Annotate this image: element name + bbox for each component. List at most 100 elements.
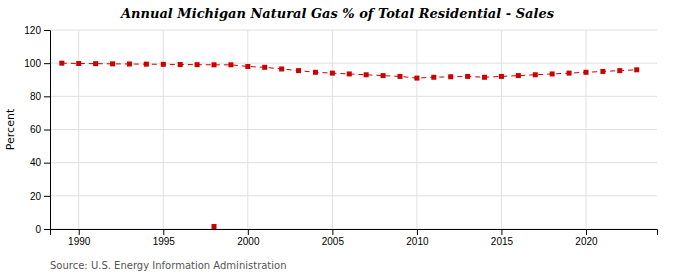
y-axis-tick-label: 20 <box>30 191 42 202</box>
x-axis-tick-mark <box>163 229 164 235</box>
point <box>127 61 132 66</box>
point <box>567 71 572 76</box>
x-axis-tick-label: 2010 <box>406 236 429 247</box>
y-axis-tick: 60 <box>30 124 50 135</box>
point <box>634 67 639 72</box>
x-axis-tick-mark <box>248 229 249 235</box>
series <box>59 61 639 81</box>
point <box>212 224 217 229</box>
y-axis-tick-mark <box>44 63 50 64</box>
y-axis-tick: 20 <box>30 191 50 202</box>
point <box>397 74 402 79</box>
grid-line-y <box>50 129 657 130</box>
point <box>533 72 538 77</box>
grid-line-x <box>78 30 79 229</box>
x-axis-line <box>51 230 658 236</box>
point <box>93 61 98 66</box>
x-axis-tick: 2010 <box>406 229 429 247</box>
y-axis-tick-label: 100 <box>24 58 41 69</box>
y-axis-tick: 40 <box>30 157 50 168</box>
grid-line-x <box>332 30 333 229</box>
point <box>178 62 183 67</box>
x-axis-tick-label: 2015 <box>491 236 514 247</box>
x-axis-tick-mark <box>501 229 502 235</box>
y-axis: 0 20 40 60 80 100 120 <box>24 25 50 235</box>
grid-line-x <box>247 30 248 229</box>
y-axis-tick: 0 <box>35 224 50 235</box>
y-axis-tick-mark <box>44 96 50 97</box>
x-axis-tick-label: 2020 <box>575 236 598 247</box>
grid-line-y <box>50 195 657 196</box>
y-axis-tick-label: 0 <box>35 224 41 235</box>
grid-line-x <box>585 30 586 229</box>
point <box>448 74 453 79</box>
x-axis-tick-mark <box>79 229 80 235</box>
point <box>499 74 504 79</box>
point <box>262 65 267 70</box>
point <box>76 61 81 66</box>
title: Annual Michigan Natural Gas % of Total R… <box>119 6 555 21</box>
marks <box>59 61 639 229</box>
x-axis: 1990 1995 2000 2005 2010 2015 2020 <box>51 229 658 247</box>
x-axis-tick: 1995 <box>153 229 176 247</box>
y-axis-tick-label: 80 <box>30 91 42 102</box>
point <box>296 68 301 73</box>
x-axis-tick: 1990 <box>68 229 91 247</box>
x-axis-tick-mark <box>417 229 418 235</box>
x-axis-tick-label: 2000 <box>237 236 260 247</box>
y-axis-tick-mark <box>44 130 50 131</box>
chart: 1990 1995 2000 2005 2010 2015 2020 0 20 40 60 80 100… <box>0 0 675 275</box>
y-axis-tick-label: 120 <box>24 25 41 36</box>
point <box>414 76 419 81</box>
grid-line-x <box>501 30 502 229</box>
y-axis-tick-label: 40 <box>30 157 42 168</box>
x-axis-tick: 2000 <box>237 229 260 247</box>
grid-line-y <box>50 63 657 64</box>
point <box>617 68 622 73</box>
point <box>245 64 250 69</box>
grid-line-x <box>416 30 417 229</box>
y-axis-tick: 120 <box>24 25 50 36</box>
y-axis-tick: 100 <box>24 58 50 69</box>
point <box>600 69 605 74</box>
y-axis-line <box>44 31 51 230</box>
x-axis-tick-label: 1995 <box>153 236 176 247</box>
grid-line-y <box>50 96 657 97</box>
point <box>431 75 436 80</box>
point <box>330 71 335 76</box>
point <box>144 62 149 67</box>
grid-line-y <box>50 30 657 31</box>
x-axis-tick-label: 1990 <box>68 236 91 247</box>
point <box>279 66 284 71</box>
point <box>482 75 487 80</box>
point <box>381 73 386 78</box>
point <box>516 73 521 78</box>
y-axis-tick-mark <box>44 163 50 164</box>
x-axis-tick-mark <box>332 229 333 235</box>
point <box>212 62 217 67</box>
y-axis-tick-mark <box>44 229 50 230</box>
point <box>228 62 233 67</box>
y-axis-tick-mark <box>44 196 50 197</box>
point <box>465 74 470 79</box>
x-axis-tick: 2020 <box>575 229 598 247</box>
grid-line-y <box>50 162 657 163</box>
point <box>583 70 588 75</box>
y-axis-tick-label: 60 <box>30 124 42 135</box>
series <box>212 224 217 229</box>
grid <box>50 30 657 229</box>
point <box>550 71 555 76</box>
point <box>195 62 200 67</box>
point <box>347 71 352 76</box>
plot-area: 1990 1995 2000 2005 2010 2015 2020 0 20 40 60 80 100… <box>24 25 657 247</box>
y-axis-tick-mark <box>44 30 50 31</box>
x-axis-tick: 2005 <box>322 229 345 247</box>
x-axis-tick-label: 2005 <box>322 236 345 247</box>
point <box>313 70 318 75</box>
point <box>364 72 369 77</box>
y-axis-tick: 80 <box>30 91 50 102</box>
y-axis-title: Percent <box>4 108 17 150</box>
grid-line-x <box>163 30 164 229</box>
point <box>161 62 166 67</box>
point <box>59 61 64 66</box>
